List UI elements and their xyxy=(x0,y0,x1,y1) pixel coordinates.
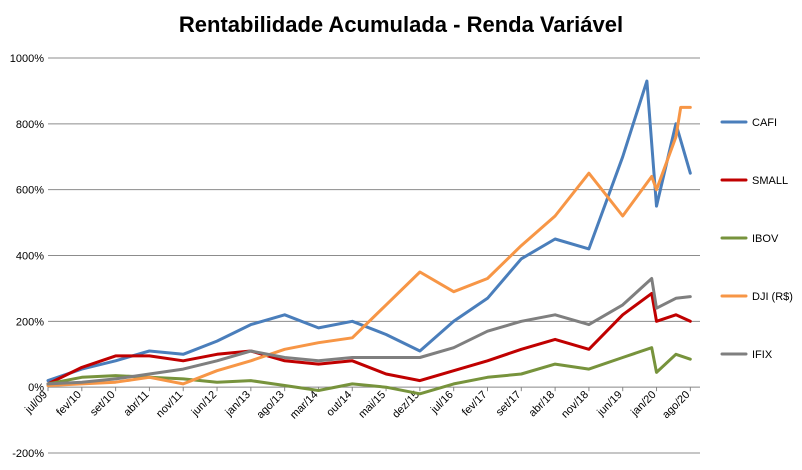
x-tick-label: nov/18 xyxy=(559,389,591,421)
x-tick-label: ago/13 xyxy=(254,389,286,421)
x-tick-label: abr/18 xyxy=(527,389,558,420)
chart-title: Rentabilidade Acumulada - Renda Variável xyxy=(178,12,624,37)
x-tick-label: jan/13 xyxy=(223,389,253,419)
x-tick-label: ago/20 xyxy=(660,389,692,421)
x-tick-label: mai/15 xyxy=(356,389,388,421)
legend-label: SMALL xyxy=(752,175,788,187)
series-line-small xyxy=(46,291,692,386)
x-tick-label: jun/19 xyxy=(594,389,624,419)
x-tick-label: fev/17 xyxy=(460,389,490,419)
series-line-cafi xyxy=(46,79,692,383)
legend-label: IBOV xyxy=(752,233,779,245)
legend-label: CAFI xyxy=(752,117,777,129)
x-tick-label: jul/16 xyxy=(428,389,456,417)
x-tick-label: set/17 xyxy=(494,389,524,419)
y-tick-label: 200% xyxy=(16,316,44,328)
x-tick-label: abr/11 xyxy=(122,389,152,419)
y-tick-label: 1000% xyxy=(10,53,44,65)
x-tick-label: mar/14 xyxy=(288,389,321,422)
x-tick-label: nov/11 xyxy=(154,389,185,420)
legend-label: DJI (R$) xyxy=(752,291,793,303)
x-tick-label: out/14 xyxy=(324,389,354,419)
series-line-ifix xyxy=(46,277,692,386)
y-tick-label: 400% xyxy=(16,251,44,263)
series-line-ibov xyxy=(46,346,692,396)
y-tick-label: 600% xyxy=(16,185,44,197)
x-tick-label: fev/10 xyxy=(54,389,84,419)
series-line-dji-r xyxy=(46,105,692,387)
y-tick-label: 800% xyxy=(16,119,44,131)
y-tick-label: 0% xyxy=(28,382,44,394)
x-tick-label: jul/09 xyxy=(22,389,50,417)
x-tick-label: jan/20 xyxy=(628,389,658,419)
legend-label: IFIX xyxy=(752,349,773,361)
x-tick-label: jun/12 xyxy=(189,389,219,419)
y-tick-label: -200% xyxy=(12,448,44,460)
x-tick-label: set/10 xyxy=(88,389,118,419)
